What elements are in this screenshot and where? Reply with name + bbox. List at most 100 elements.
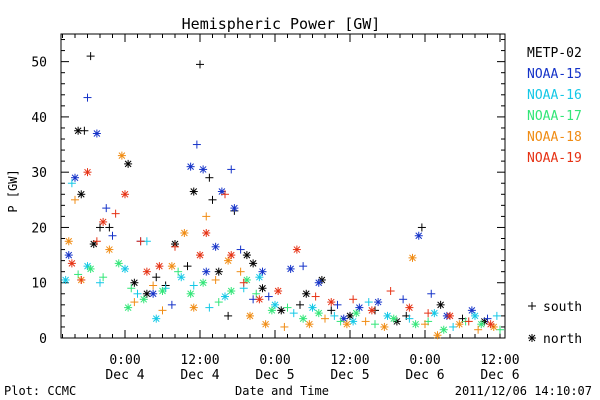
data-point-south bbox=[296, 300, 304, 309]
data-point-north bbox=[152, 314, 161, 323]
data-point-south bbox=[496, 325, 504, 334]
data-point-north bbox=[249, 259, 258, 268]
data-point-south bbox=[77, 275, 86, 284]
plot-frame bbox=[60, 33, 506, 339]
y-tick-label: 50 bbox=[31, 56, 47, 71]
data-point-south bbox=[108, 231, 117, 240]
data-point-north bbox=[327, 298, 336, 307]
series-metp-02 bbox=[74, 52, 489, 326]
data-point-south bbox=[236, 245, 245, 254]
series-noaa-19 bbox=[67, 168, 495, 329]
data-point-north bbox=[314, 278, 323, 287]
legend-south-marker bbox=[528, 302, 536, 310]
data-point-south bbox=[311, 292, 320, 301]
data-point-south bbox=[67, 179, 76, 188]
data-point-north bbox=[202, 267, 211, 276]
data-point-north bbox=[267, 306, 276, 315]
data-point-north bbox=[99, 217, 108, 226]
data-point-south bbox=[336, 317, 345, 326]
data-point-north bbox=[314, 309, 323, 318]
data-point-north bbox=[86, 264, 95, 273]
data-point-south bbox=[105, 223, 114, 232]
data-point-north bbox=[199, 165, 208, 174]
data-point-south bbox=[364, 298, 373, 307]
data-point-south bbox=[321, 314, 329, 323]
x-tick-date-label: Dec 6 bbox=[480, 368, 519, 383]
plot-timestamp: 2011/12/06 14:10:07 bbox=[455, 384, 592, 398]
data-point-north bbox=[389, 314, 398, 323]
data-point-south bbox=[174, 267, 183, 276]
data-point-north bbox=[274, 287, 283, 296]
data-point-north bbox=[383, 311, 392, 320]
data-point-south bbox=[386, 287, 395, 296]
data-point-north bbox=[64, 251, 73, 260]
x-tick-time-label: 0:00 bbox=[259, 353, 290, 368]
data-point-south bbox=[405, 314, 414, 323]
data-point-north bbox=[158, 287, 167, 296]
data-points bbox=[61, 52, 504, 340]
data-point-north bbox=[277, 306, 286, 315]
data-point-south bbox=[492, 311, 501, 320]
data-point-south bbox=[167, 300, 176, 309]
data-point-north bbox=[214, 267, 223, 276]
data-point-south bbox=[208, 195, 217, 204]
data-point-north bbox=[286, 264, 295, 273]
data-point-south bbox=[280, 322, 289, 331]
data-point-south bbox=[449, 322, 458, 331]
data-point-south bbox=[264, 292, 273, 301]
data-point-south bbox=[333, 300, 342, 309]
data-point-north bbox=[227, 251, 236, 260]
data-point-south bbox=[214, 298, 223, 307]
legend-marker-label-north: north bbox=[543, 332, 582, 347]
data-point-south bbox=[92, 237, 101, 246]
data-point-north bbox=[124, 303, 133, 312]
x-tick-date-label: Dec 6 bbox=[405, 368, 444, 383]
x-axis-label: Date and Time bbox=[235, 384, 329, 398]
x-tick-date-label: Dec 5 bbox=[330, 368, 369, 383]
data-point-south bbox=[127, 284, 136, 293]
data-point-north bbox=[189, 187, 198, 196]
data-point-south bbox=[421, 320, 429, 329]
y-tick-label: 10 bbox=[31, 277, 47, 292]
data-point-south bbox=[71, 195, 79, 204]
data-point-north bbox=[124, 159, 133, 168]
data-point-south bbox=[99, 273, 108, 282]
legend: METP-02 NOAA-15 NOAA-16 NOAA-17 NOAA-18 NOAA-… bbox=[527, 46, 582, 347]
data-point-north bbox=[349, 317, 358, 326]
data-point-north bbox=[436, 300, 445, 309]
data-point-south bbox=[102, 204, 111, 213]
data-point-north bbox=[121, 264, 129, 273]
data-point-north bbox=[477, 320, 486, 329]
data-point-south bbox=[192, 140, 201, 149]
x-tick-time-label: 0:00 bbox=[109, 353, 140, 368]
data-point-south bbox=[158, 306, 167, 315]
data-point-north bbox=[439, 325, 448, 334]
data-point-north bbox=[89, 240, 98, 249]
data-point-north bbox=[374, 298, 383, 307]
data-point-north bbox=[155, 262, 164, 271]
chart-title: Hemispheric Power [GW] bbox=[182, 15, 381, 33]
data-point-south bbox=[424, 309, 433, 318]
data-point-south bbox=[221, 190, 229, 199]
data-point-south bbox=[236, 267, 245, 276]
data-point-north bbox=[142, 289, 151, 298]
data-point-north bbox=[77, 190, 86, 199]
data-point-north bbox=[305, 320, 314, 329]
data-point-north bbox=[92, 129, 101, 138]
plot-credit: Plot: CCMC bbox=[4, 384, 76, 398]
data-point-north bbox=[380, 322, 389, 331]
data-point-north bbox=[142, 267, 151, 276]
data-point-south bbox=[205, 173, 214, 182]
data-point-south bbox=[202, 212, 211, 221]
data-point-south bbox=[371, 320, 379, 329]
data-point-north bbox=[352, 309, 361, 318]
data-point-north bbox=[342, 320, 351, 329]
data-point-south bbox=[83, 93, 92, 102]
legend-entry-noaa-15: NOAA-15 bbox=[527, 67, 582, 82]
data-point-north bbox=[167, 262, 176, 271]
data-point-south bbox=[171, 242, 179, 251]
data-point-north bbox=[471, 311, 479, 320]
data-point-north bbox=[255, 273, 264, 282]
legend-north-marker bbox=[528, 334, 536, 342]
data-point-north bbox=[83, 168, 92, 177]
